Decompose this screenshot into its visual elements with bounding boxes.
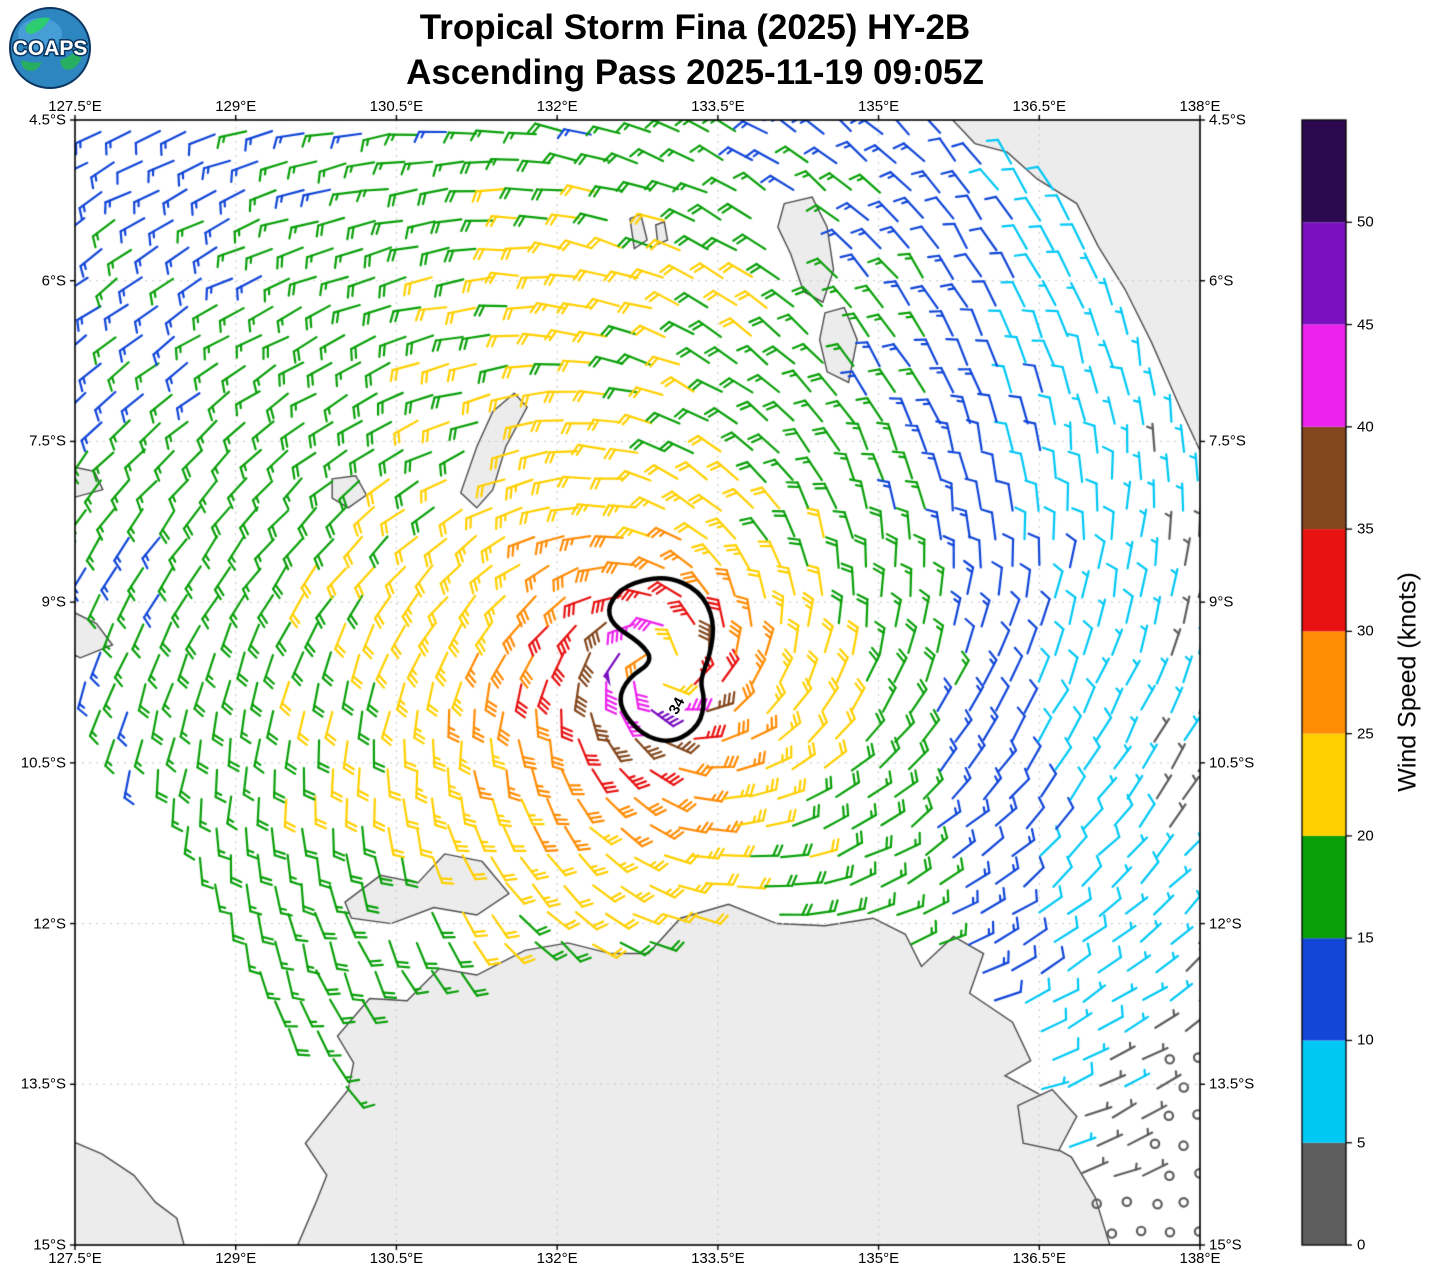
logo-continent (25, 17, 50, 34)
chart-title: Tropical Storm Fina (2025) HY-2B Ascendi… (80, 6, 1310, 96)
title-line-1: Tropical Storm Fina (2025) HY-2B (419, 8, 971, 47)
logo-continent (60, 44, 82, 70)
logo-continent (21, 60, 42, 71)
title-line-2: Ascending Pass 2025-11-19 09:05Z (406, 52, 984, 92)
logo-text: COAPS (13, 37, 88, 60)
coaps-logo: COAPS (9, 7, 91, 89)
colorbar-axis-label: Wind Speed (knots) (1393, 572, 1422, 792)
